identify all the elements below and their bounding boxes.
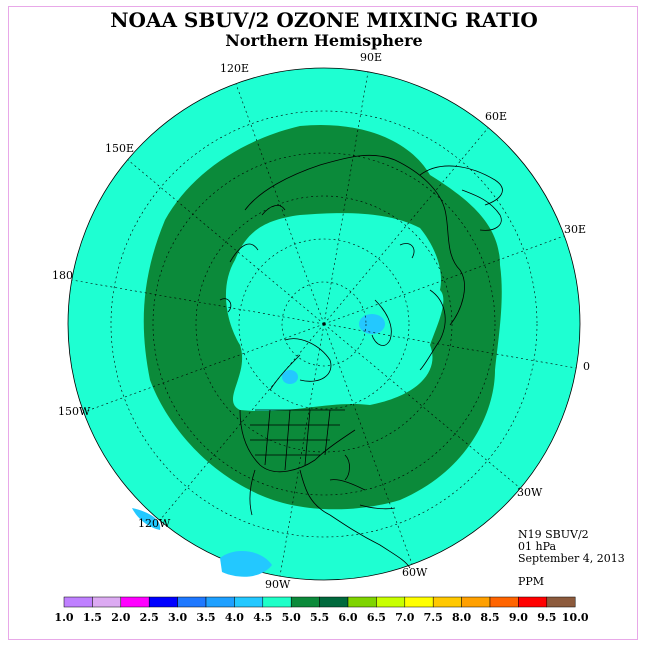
colorbar-tick-label: 4.5: [253, 611, 272, 624]
colorbar-swatch: [63, 596, 93, 608]
colorbar-swatch: [148, 596, 178, 608]
low-patch: [359, 314, 385, 334]
chart-title: NOAA SBUV/2 OZONE MIXING RATIO: [110, 8, 538, 32]
lon-label: 150W: [58, 405, 91, 418]
date-label: September 4, 2013: [518, 552, 625, 565]
colorbar-tick-label: 4.0: [225, 611, 244, 624]
colorbar-swatch: [205, 596, 235, 608]
lon-label: 30E: [564, 223, 586, 236]
colorbar-tick-label: 8.5: [480, 611, 499, 624]
colorbar-swatch: [177, 596, 207, 608]
colorbar-tick-label: 5.5: [310, 611, 329, 624]
colorbar-tick-label: 6.5: [367, 611, 386, 624]
colorbar-swatch: [92, 596, 122, 608]
coastlines: [219, 154, 503, 569]
colorbar-swatch: [262, 596, 292, 608]
colorbar-swatch: [290, 596, 320, 608]
colorbar-tick-label: 3.0: [168, 611, 187, 624]
colorbar-swatch: [120, 596, 150, 608]
colorbar: 1.0 1.5 2.0 2.5 3.0 3.5 4.0 4.5 5.0 5.5 6.0 6.5 7.0 7…: [54, 596, 589, 624]
lon-label: 120W: [138, 517, 171, 530]
instrument-label: N19 SBUV/2: [518, 528, 589, 541]
figure-frame: [8, 6, 638, 640]
colorbar-tick-label: 8.0: [452, 611, 471, 624]
colorbar-swatch: [347, 596, 377, 608]
low-patch: [220, 550, 272, 577]
colorbar-swatch: [319, 596, 349, 608]
colorbar-swatch: [461, 596, 491, 608]
colorbar-swatch: [546, 596, 576, 608]
colorbar-tick-label: 3.5: [196, 611, 215, 624]
lon-label: 180: [52, 269, 73, 282]
colorbar-tick-label: 1.5: [83, 611, 102, 624]
ozone-ring-6ppm: [143, 124, 502, 510]
lon-label: 90E: [360, 51, 382, 64]
lon-label: 60E: [485, 110, 507, 123]
lon-label: 120E: [220, 62, 249, 75]
colorbar-swatch: [376, 596, 406, 608]
pressure-level-label: 01 hPa: [518, 540, 557, 553]
colorbar-tick-label: 9.0: [509, 611, 528, 624]
colorbar-tick-label: 2.5: [140, 611, 159, 624]
colorbar-tick-label: 10.0: [562, 611, 589, 624]
colorbar-swatch: [404, 596, 434, 608]
lon-label: 150E: [105, 142, 134, 155]
chart-subtitle: Northern Hemisphere: [225, 31, 423, 50]
colorbar-tick-label: 7.5: [424, 611, 443, 624]
colorbar-tick-label: 6.0: [338, 611, 357, 624]
colorbar-tick-label: 1.0: [54, 611, 73, 624]
lon-label: 60W: [402, 566, 428, 579]
low-patch: [132, 508, 161, 530]
colorbar-swatch: [489, 596, 519, 608]
colorbar-tick-label: 5.0: [282, 611, 301, 624]
colorbar-swatch: [432, 596, 462, 608]
colorbar-tick-label: 2.0: [111, 611, 130, 624]
lon-label: 90W: [265, 578, 291, 591]
units-label: PPM: [518, 575, 545, 588]
colorbar-swatch: [518, 596, 548, 608]
colorbar-tick-label: 9.5: [537, 611, 556, 624]
colorbar-tick-label: 7.0: [395, 611, 414, 624]
low-patch: [282, 370, 298, 384]
lon-label: 0: [583, 360, 590, 373]
colorbar-swatch: [234, 596, 264, 608]
lon-label: 30W: [517, 486, 543, 499]
